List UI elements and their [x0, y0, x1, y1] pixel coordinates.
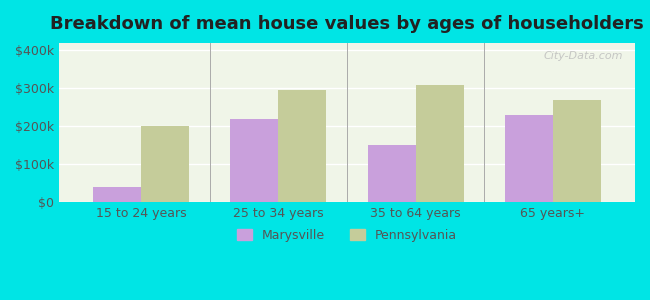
Bar: [93, 187, 141, 202]
Bar: [504, 115, 552, 202]
Bar: [552, 100, 601, 202]
Bar: [278, 90, 326, 202]
Bar: [367, 146, 415, 202]
Bar: [415, 85, 463, 202]
Bar: [141, 126, 189, 202]
Title: Breakdown of mean house values by ages of householders: Breakdown of mean house values by ages o…: [50, 15, 644, 33]
Legend: Marysville, Pennsylvania: Marysville, Pennsylvania: [232, 224, 462, 247]
Text: City-Data.com: City-Data.com: [544, 51, 623, 61]
Bar: [230, 119, 278, 202]
